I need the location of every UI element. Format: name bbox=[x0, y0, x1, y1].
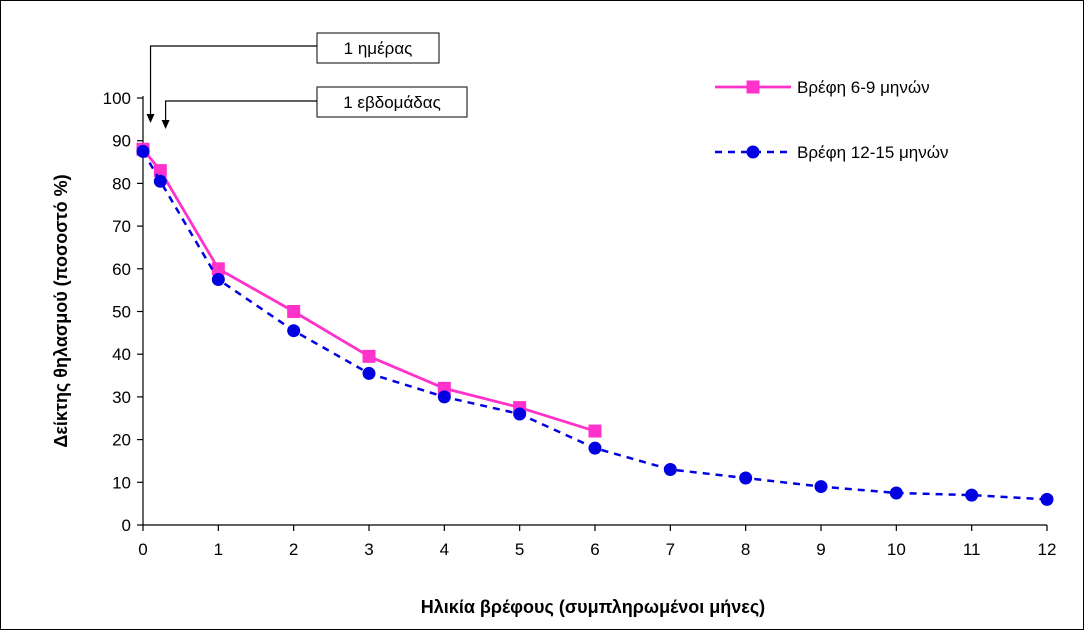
data-point-circle bbox=[513, 407, 527, 421]
y-tick-label: 40 bbox=[112, 345, 131, 364]
data-point-circle bbox=[1040, 492, 1054, 506]
data-point-circle bbox=[588, 441, 602, 455]
data-point-circle bbox=[362, 366, 376, 380]
x-tick-labels: 0 1 2 3 4 5 6 7 8 9 10 11 12 bbox=[138, 540, 1056, 559]
y-tick-label: 20 bbox=[112, 431, 131, 450]
axes bbox=[137, 96, 1048, 531]
x-axis-title: Ηλικία βρέφους (συμπληρωμένοι μήνες) bbox=[421, 597, 765, 617]
callout-leader-line bbox=[165, 100, 317, 121]
x-tick-label: 7 bbox=[666, 540, 675, 559]
y-tick-labels: 0 10 20 30 40 50 60 70 80 90 100 bbox=[103, 89, 131, 535]
series-line-2 bbox=[141, 150, 1048, 501]
legend: Βρέφη 6-9 μηνών Βρέφη 12-15 μηνών bbox=[715, 78, 949, 162]
y-tick-label: 60 bbox=[112, 260, 131, 279]
x-tick-label: 10 bbox=[887, 540, 906, 559]
callout-label: 1 ημέρας bbox=[344, 39, 413, 58]
x-tick-label: 11 bbox=[963, 540, 981, 559]
callout-box bbox=[316, 86, 468, 118]
x-tick-label: 5 bbox=[515, 540, 524, 559]
x-tick-label: 2 bbox=[289, 540, 298, 559]
y-tick-label: 50 bbox=[112, 303, 131, 322]
callout-arrowhead bbox=[146, 114, 155, 123]
x-tick-label: 6 bbox=[590, 540, 599, 559]
x-tick-label: 12 bbox=[1038, 540, 1057, 559]
legend-label-1: Βρέφη 6-9 μηνών bbox=[797, 78, 930, 97]
data-point-circle bbox=[814, 480, 828, 494]
data-point-square bbox=[588, 424, 602, 438]
x-tick-label: 4 bbox=[440, 540, 449, 559]
y-tick-label: 0 bbox=[122, 516, 131, 535]
legend-marker-square bbox=[746, 80, 760, 94]
data-point-square bbox=[211, 262, 225, 276]
legend-marker-circle bbox=[746, 145, 760, 159]
y-axis-title: Δείκτης θηλασμού (ποσοστό %) bbox=[51, 174, 71, 447]
y-tick-label: 70 bbox=[112, 217, 131, 236]
data-point-circle bbox=[965, 488, 979, 502]
callout-arrowhead bbox=[161, 120, 170, 129]
data-point-circle bbox=[287, 324, 301, 338]
data-point-circle bbox=[739, 471, 753, 485]
callout-leader-line bbox=[149, 45, 317, 115]
callout-box bbox=[316, 32, 440, 64]
x-tick-label: 3 bbox=[364, 540, 373, 559]
y-tick-label: 100 bbox=[103, 89, 131, 108]
y-tick-label: 30 bbox=[112, 388, 131, 407]
y-tick-label: 10 bbox=[112, 473, 131, 492]
x-tick-label: 1 bbox=[214, 540, 223, 559]
series-group bbox=[136, 142, 1054, 506]
data-point-circle bbox=[136, 144, 150, 158]
data-point-circle bbox=[889, 486, 903, 500]
data-point-circle bbox=[211, 272, 225, 286]
y-tick-label: 80 bbox=[112, 174, 131, 193]
x-tick-label: 8 bbox=[741, 540, 750, 559]
data-point-circle bbox=[437, 390, 451, 404]
y-tick-label: 90 bbox=[112, 132, 131, 151]
callouts: 1 ημέρας 1 εβδομάδας bbox=[146, 32, 468, 129]
legend-label-2: Βρέφη 12-15 μηνών bbox=[797, 143, 949, 162]
x-tick-label: 0 bbox=[138, 540, 147, 559]
data-point-circle bbox=[153, 174, 167, 188]
data-point-square bbox=[287, 305, 301, 318]
data-point-square bbox=[362, 349, 376, 363]
callout-label: 1 εβδομάδας bbox=[343, 93, 441, 112]
x-tick-label: 9 bbox=[816, 540, 825, 559]
series-line-1 bbox=[141, 148, 596, 433]
data-point-circle bbox=[663, 462, 677, 476]
